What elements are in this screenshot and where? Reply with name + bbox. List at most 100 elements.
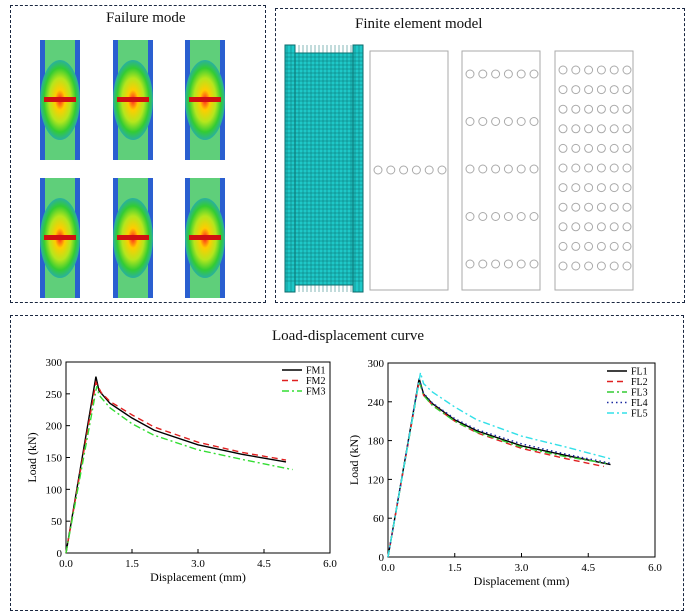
series-line-FL1 [387,378,611,558]
bolt-hole [529,69,539,79]
x-tick-label: 3.0 [191,558,205,570]
bolt-hole [558,143,568,153]
mesh-model [284,44,364,293]
bolt-hole [503,212,513,221]
x-tick-label: 4.5 [257,558,271,570]
series-line-FM3 [65,386,293,554]
bolt-hole [571,202,581,212]
failure-specimen [40,178,80,298]
bolt-hole [622,261,632,271]
bolt-hole [596,202,606,212]
bolt-hole [399,165,409,175]
bolt-hole [596,183,606,193]
y-tick-label: 250 [46,389,63,401]
bolt-hole [465,117,475,126]
bolt-hole [584,65,594,75]
bolt-hole [622,85,632,95]
bolt-plate [554,50,634,291]
failure-band [189,235,221,240]
x-tick-label: 6.0 [648,562,662,574]
x-tick-label: 4.5 [581,562,595,574]
y-tick-label: 180 [368,436,385,448]
bolt-hole [596,163,606,173]
plot-frame [387,362,656,558]
bolt-hole [478,212,488,221]
bolt-hole [584,222,594,232]
chart-1: 0.0 1.5 3.0 4.5 6.0 0 50 100 150 200 250 300 Displac… [25,357,337,584]
bolt-hole [529,164,539,174]
failure-specimen [113,178,153,298]
bolt-hole [571,65,581,75]
bolt-hole [609,163,619,173]
legend-label: FM2 [306,376,325,387]
bolt-hole [411,165,421,175]
bolt-hole [609,104,619,114]
bolt-hole [596,143,606,153]
bolt-hole [478,117,488,126]
curves-panel [10,315,684,611]
bolt-hole [622,222,632,232]
bolt-hole [571,143,581,153]
bolt-hole [491,69,501,79]
bolt-hole [609,65,619,75]
bolt-hole [571,85,581,95]
bolt-hole [596,222,606,232]
bolt-hole [437,165,447,175]
y-tick-label: 200 [46,421,63,433]
chart-2: 0.0 1.5 3.0 4.5 6.0 0 60 120 180 240 300 Displaceme… [347,358,662,588]
bolt-hole [622,202,632,212]
bolt-hole [584,261,594,271]
bolt-hole [596,65,606,75]
bolt-hole [584,104,594,114]
failure-mode-title: Failure mode [106,10,186,26]
fem-panel [275,8,685,303]
series-line-FM1 [65,376,287,554]
failure-band [189,97,221,102]
bolt-hole [465,259,475,269]
failure-mode-panel [10,5,266,303]
bolt-hole [609,143,619,153]
bolt-hole [571,222,581,232]
bolt-hole [584,163,594,173]
bolt-hole [571,183,581,193]
bolt-hole [584,183,594,193]
bolt-hole [503,259,513,269]
bolt-hole [609,241,619,251]
x-axis-label: Displacement (mm) [150,570,246,584]
bolt-hole [529,212,539,221]
bolt-hole [558,163,568,173]
bolt-hole [622,104,632,114]
y-tick-label: 300 [46,357,63,369]
bolt-hole [609,85,619,95]
x-tick-label: 6.0 [323,558,337,570]
bolt-hole [516,69,526,79]
bolt-hole [571,104,581,114]
bolt-hole [609,222,619,232]
series-line-FL3 [387,380,607,558]
bolt-hole [503,164,513,174]
bolt-hole [622,163,632,173]
bolt-hole [584,85,594,95]
y-tick-label: 100 [46,484,63,496]
series-line-FM2 [65,380,287,554]
x-tick-label: 1.5 [125,558,139,570]
bolt-hole [478,69,488,79]
plot-frame [65,361,331,554]
y-tick-label: 0 [379,552,385,564]
failure-specimen [185,40,225,160]
failure-band [117,97,149,102]
bolt-hole [584,143,594,153]
x-tick-label: 0.0 [59,558,73,570]
bolt-hole [373,165,383,175]
y-tick-label: 0 [57,548,63,560]
bolt-hole [503,69,513,79]
bolt-hole [529,117,539,126]
plate-outline [369,50,449,291]
failure-specimen [113,40,153,160]
bolt-hole [596,124,606,134]
bolt-hole [478,164,488,174]
bolt-hole [571,163,581,173]
bolt-hole [571,124,581,134]
